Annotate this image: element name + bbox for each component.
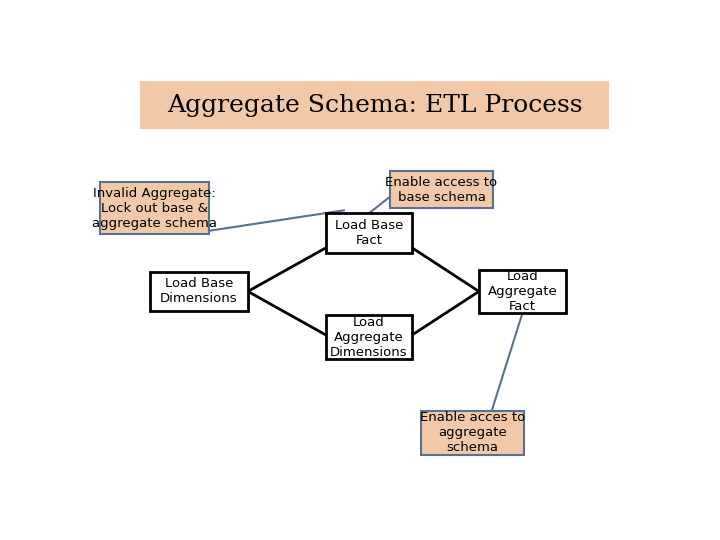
Text: Enable acces to
aggregate
schema: Enable acces to aggregate schema <box>420 411 525 454</box>
Text: Load Base
Fact: Load Base Fact <box>335 219 403 247</box>
FancyBboxPatch shape <box>100 183 209 234</box>
Text: Invalid Aggregate:
Lock out base &
aggregate schema: Invalid Aggregate: Lock out base & aggre… <box>91 187 217 230</box>
FancyBboxPatch shape <box>140 82 609 129</box>
FancyBboxPatch shape <box>150 272 248 311</box>
Text: Load Base
Dimensions: Load Base Dimensions <box>160 278 238 306</box>
FancyBboxPatch shape <box>480 269 566 313</box>
Text: Load
Aggregate
Fact: Load Aggregate Fact <box>487 270 557 313</box>
FancyBboxPatch shape <box>325 315 413 359</box>
FancyBboxPatch shape <box>390 171 493 208</box>
Text: Load
Aggregate
Dimensions: Load Aggregate Dimensions <box>330 316 408 359</box>
Text: Enable access to
base schema: Enable access to base schema <box>385 176 498 204</box>
Text: Aggregate Schema: ETL Process: Aggregate Schema: ETL Process <box>167 94 582 117</box>
FancyBboxPatch shape <box>325 213 413 253</box>
FancyBboxPatch shape <box>420 411 524 455</box>
